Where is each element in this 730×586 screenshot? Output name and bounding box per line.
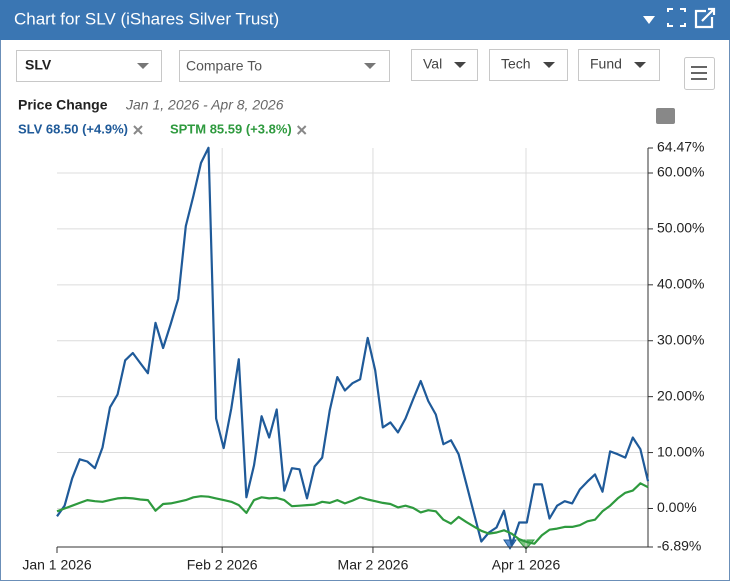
x-tick-label: Mar 2 2026: [338, 557, 409, 573]
chart-type-icon[interactable]: [656, 108, 675, 124]
x-tick-label: Jan 1 2026: [22, 557, 91, 573]
y-tick-label: -6.89%: [657, 538, 701, 554]
collapse-icon[interactable]: [643, 16, 655, 24]
dropdown-arrow: [634, 62, 646, 68]
chart-subtitle: Jan 1, 2026 - Apr 8, 2026: [125, 97, 284, 113]
legend-entry: SLV 68.50 (+4.9%): [18, 121, 128, 136]
symbol-select[interactable]: [16, 50, 162, 82]
button-text: Tech: [501, 56, 531, 72]
button-text: Fund: [590, 56, 622, 72]
legend-remove[interactable]: [297, 125, 307, 135]
popout-icon[interactable]: [694, 7, 716, 29]
y-tick-label: 10.00%: [657, 443, 704, 459]
y-tick-label: 50.00%: [657, 220, 704, 236]
val-button[interactable]: [411, 49, 478, 81]
dropdown-arrow: [543, 62, 555, 68]
tech-button[interactable]: [489, 49, 568, 81]
button-text: Val: [423, 56, 442, 72]
y-tick-label: 0.00%: [657, 499, 697, 515]
header-title: Chart for SLV (iShares Silver Trust): [14, 9, 279, 28]
legend-remove[interactable]: [133, 125, 143, 135]
y-tick-label: 40.00%: [657, 276, 704, 292]
chart-title: Price Change: [18, 97, 108, 113]
compare-text: Compare To: [186, 58, 262, 74]
x-tick-label: Apr 1 2026: [492, 557, 561, 573]
x-tick-label: Feb 2 2026: [187, 557, 258, 573]
y-tick-label: 30.00%: [657, 331, 704, 347]
header-bar: [0, 0, 730, 40]
fund-button[interactable]: [578, 49, 660, 81]
y-tick-label: 64.47%: [657, 139, 704, 155]
menu-icon: [691, 66, 707, 80]
dropdown-arrow: [137, 63, 149, 69]
dropdown-arrow: [454, 62, 466, 68]
symbol-text: SLV: [25, 57, 52, 73]
dropdown-arrow: [364, 63, 376, 69]
series-line: [56, 146, 650, 546]
series-line: [56, 482, 649, 545]
y-tick-label: 20.00%: [657, 387, 704, 403]
y-tick-label: 60.00%: [657, 164, 704, 180]
legend-entry: SPTM 85.59 (+3.8%): [170, 121, 292, 136]
compare-select[interactable]: [179, 50, 390, 82]
fullscreen-icon[interactable]: [667, 8, 686, 27]
